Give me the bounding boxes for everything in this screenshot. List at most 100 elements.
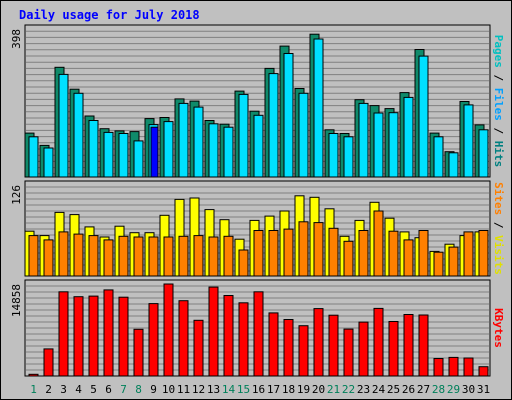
bar-kbytes: [223, 295, 234, 377]
bar-files: [358, 102, 369, 178]
bar-sites: [463, 231, 474, 277]
bar-kbytes: [148, 303, 159, 377]
bar-kbytes: [448, 356, 459, 377]
bar-files: [193, 106, 204, 178]
x-tick-label: 23: [357, 383, 370, 396]
series-sites: [28, 210, 489, 277]
x-tick-label: 15: [237, 383, 250, 396]
bar-sites: [298, 221, 309, 277]
bar-kbytes: [163, 283, 174, 377]
bar-sites: [418, 230, 429, 277]
bar-kbytes: [103, 289, 114, 377]
bar-files: [133, 140, 144, 178]
bar-kbytes: [28, 373, 39, 377]
bar-sites: [58, 231, 69, 277]
y-max-label: 126: [10, 185, 23, 205]
x-tick-label: 13: [207, 383, 220, 396]
x-tick-label: 8: [135, 383, 142, 396]
x-tick-label: 1: [30, 383, 37, 396]
side-legend-part: Hits: [492, 141, 505, 168]
bar-sites: [388, 230, 399, 277]
side-legend-part: Files: [492, 88, 505, 121]
bar-files: [253, 114, 264, 178]
bar-files: [58, 73, 69, 178]
y-max-label: 398: [10, 29, 23, 49]
bar-kbytes: [178, 300, 189, 377]
bar-kbytes: [118, 296, 129, 377]
bar-kbytes: [43, 348, 54, 377]
x-tick-label: 3: [60, 383, 67, 396]
bar-files: [298, 92, 309, 178]
panel-top: 398 Pages / Files / Hits: [10, 24, 505, 178]
bar-sites: [238, 249, 249, 277]
bar-kbytes: [253, 291, 264, 377]
bar-files: [73, 92, 84, 178]
x-tick-label: 5: [90, 383, 97, 396]
bar-kbytes: [343, 328, 354, 377]
bar-sites: [478, 230, 489, 277]
x-tick-label: 22: [342, 383, 355, 396]
bar-sites: [178, 235, 189, 277]
x-tick-label: 2: [45, 383, 52, 396]
bar-kbytes: [388, 321, 399, 377]
x-tick-label: 19: [297, 383, 310, 396]
bar-kbytes: [208, 286, 219, 377]
chart-panels: 398 Pages / Files / Hits 126 Sites / Visits…: [10, 24, 505, 377]
bar-sites: [28, 235, 39, 277]
bar-sites: [88, 235, 99, 277]
x-tick-label: 29: [447, 383, 460, 396]
x-tick-label: 28: [432, 383, 445, 396]
series-pages: [150, 126, 159, 178]
bar-kbytes: [463, 357, 474, 377]
panel-middle: 126 Sites / Visits: [10, 180, 505, 277]
bar-kbytes: [313, 308, 324, 377]
x-tick-label: 17: [267, 383, 280, 396]
x-tick-label: 27: [417, 383, 430, 396]
bar-files: [223, 126, 234, 178]
x-tick-label: 10: [162, 383, 175, 396]
bar-files: [418, 55, 429, 178]
bar-kbytes: [373, 307, 384, 377]
x-tick-label: 6: [105, 383, 112, 396]
y-max-label: 14858: [10, 284, 23, 317]
bar-sites: [223, 235, 234, 277]
bar-sites: [283, 228, 294, 277]
bar-files: [103, 131, 114, 178]
x-tick-label: 21: [327, 383, 340, 396]
bar-files: [88, 120, 99, 178]
bar-sites: [328, 227, 339, 277]
bar-sites: [193, 235, 204, 277]
bar-sites: [148, 236, 159, 277]
bar-kbytes: [358, 321, 369, 377]
x-tick-label: 26: [402, 383, 415, 396]
bar-kbytes: [298, 325, 309, 377]
bar-files: [478, 129, 489, 178]
bar-kbytes: [268, 312, 279, 377]
bar-files: [268, 73, 279, 178]
bar-files: [448, 152, 459, 178]
bar-files: [388, 112, 399, 178]
bar-kbytes: [403, 314, 414, 377]
bar-files: [163, 121, 174, 178]
bar-sites: [103, 239, 114, 277]
side-legend-part: /: [492, 215, 505, 235]
x-tick-label: 24: [372, 383, 386, 396]
bar-files: [328, 133, 339, 178]
bar-kbytes: [433, 358, 444, 377]
side-legend: KBytes: [492, 308, 505, 348]
bar-kbytes: [418, 314, 429, 377]
side-legend: Sites / Visits: [492, 182, 505, 275]
x-tick-label: 31: [477, 383, 490, 396]
bar-files: [238, 93, 249, 178]
x-tick-label: 11: [177, 383, 190, 396]
x-tick-label: 9: [150, 383, 157, 396]
side-legend-part: /: [492, 68, 505, 88]
bar-sites: [73, 233, 84, 277]
x-tick-label: 25: [387, 383, 400, 396]
bar-sites: [118, 235, 129, 277]
bar-files: [343, 136, 354, 178]
bar-sites: [313, 222, 324, 277]
x-tick-label: 14: [222, 383, 236, 396]
bar-sites: [163, 236, 174, 277]
